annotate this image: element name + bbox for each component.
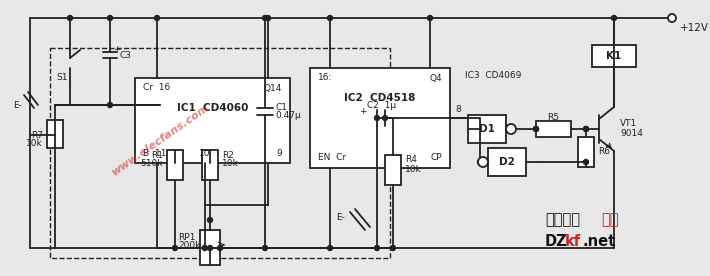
Circle shape: [173, 245, 178, 251]
Text: R4: R4: [405, 155, 417, 164]
Text: 200k: 200k: [178, 242, 200, 251]
Circle shape: [107, 102, 112, 107]
Circle shape: [263, 15, 268, 20]
Circle shape: [533, 126, 538, 131]
Text: R6: R6: [598, 147, 610, 155]
Text: CP: CP: [430, 153, 442, 163]
Circle shape: [263, 245, 268, 251]
Circle shape: [391, 245, 395, 251]
Text: E-: E-: [336, 213, 345, 222]
Circle shape: [611, 15, 616, 20]
Circle shape: [383, 115, 388, 121]
Text: .net: .net: [583, 235, 616, 250]
Bar: [385, 155, 401, 185]
Circle shape: [327, 245, 332, 251]
Bar: [536, 121, 571, 137]
Text: R7: R7: [31, 131, 43, 139]
Bar: [167, 150, 183, 180]
Text: 10k: 10k: [26, 139, 43, 147]
Circle shape: [478, 160, 483, 164]
Text: R1: R1: [151, 150, 163, 160]
Text: 9014: 9014: [620, 129, 643, 139]
Circle shape: [584, 126, 589, 131]
Circle shape: [217, 245, 222, 251]
Text: C2  1μ: C2 1μ: [367, 102, 396, 110]
Text: 510k: 510k: [141, 158, 163, 168]
Text: 0.47μ: 0.47μ: [275, 112, 301, 121]
Text: VT1: VT1: [620, 120, 638, 129]
Text: C3: C3: [120, 51, 132, 60]
Circle shape: [584, 126, 589, 131]
Bar: [488, 148, 526, 176]
Text: R2: R2: [222, 150, 234, 160]
Text: S1: S1: [57, 73, 68, 83]
Text: 10k: 10k: [222, 158, 239, 168]
Circle shape: [155, 15, 160, 20]
Text: +: +: [113, 46, 121, 54]
Text: +: +: [359, 107, 367, 116]
Circle shape: [207, 245, 212, 251]
Text: IC2  CD4518: IC2 CD4518: [344, 93, 415, 103]
Text: DZ: DZ: [545, 235, 567, 250]
Text: Cr  16: Cr 16: [143, 84, 170, 92]
Circle shape: [374, 245, 380, 251]
Bar: [592, 45, 636, 67]
Text: kf: kf: [565, 235, 581, 250]
Text: Q4: Q4: [430, 73, 442, 83]
Bar: [200, 230, 220, 265]
Text: D1: D1: [479, 124, 495, 134]
Bar: [468, 115, 506, 143]
Text: 电子开发: 电子开发: [545, 213, 580, 227]
Circle shape: [478, 157, 488, 167]
Text: C1: C1: [275, 104, 287, 113]
Circle shape: [506, 124, 516, 134]
Circle shape: [266, 15, 271, 20]
Circle shape: [427, 15, 432, 20]
Text: 16:: 16:: [318, 73, 332, 83]
Text: K1: K1: [606, 51, 622, 61]
Bar: [135, 78, 290, 163]
Circle shape: [67, 15, 72, 20]
Circle shape: [327, 15, 332, 20]
Text: 8: 8: [455, 105, 461, 115]
Circle shape: [668, 14, 676, 22]
Text: IC3  CD4069: IC3 CD4069: [465, 70, 521, 79]
Text: R5: R5: [547, 113, 559, 121]
Text: IC1  CD4060: IC1 CD4060: [177, 103, 248, 113]
Text: 社区: 社区: [601, 213, 618, 227]
Circle shape: [107, 15, 112, 20]
Text: B  11: B 11: [143, 148, 166, 158]
Circle shape: [533, 126, 538, 131]
Text: 9: 9: [276, 148, 282, 158]
Bar: [202, 150, 218, 180]
Bar: [310, 68, 450, 168]
Bar: [578, 137, 594, 167]
Text: EN  Cr: EN Cr: [318, 153, 346, 163]
Bar: [47, 120, 63, 148]
Text: +12V: +12V: [680, 23, 709, 33]
Text: 10k: 10k: [405, 164, 422, 174]
Circle shape: [374, 115, 380, 121]
Circle shape: [207, 217, 212, 222]
Text: D2: D2: [499, 157, 515, 167]
Text: E-: E-: [13, 100, 22, 110]
Text: Q14: Q14: [263, 84, 282, 92]
Text: 10: 10: [199, 148, 210, 158]
Circle shape: [584, 160, 589, 164]
Text: RP1: RP1: [178, 232, 195, 242]
Bar: [50, 48, 390, 258]
Circle shape: [202, 245, 207, 251]
Text: www.elecfans.com: www.elecfans.com: [109, 102, 211, 177]
